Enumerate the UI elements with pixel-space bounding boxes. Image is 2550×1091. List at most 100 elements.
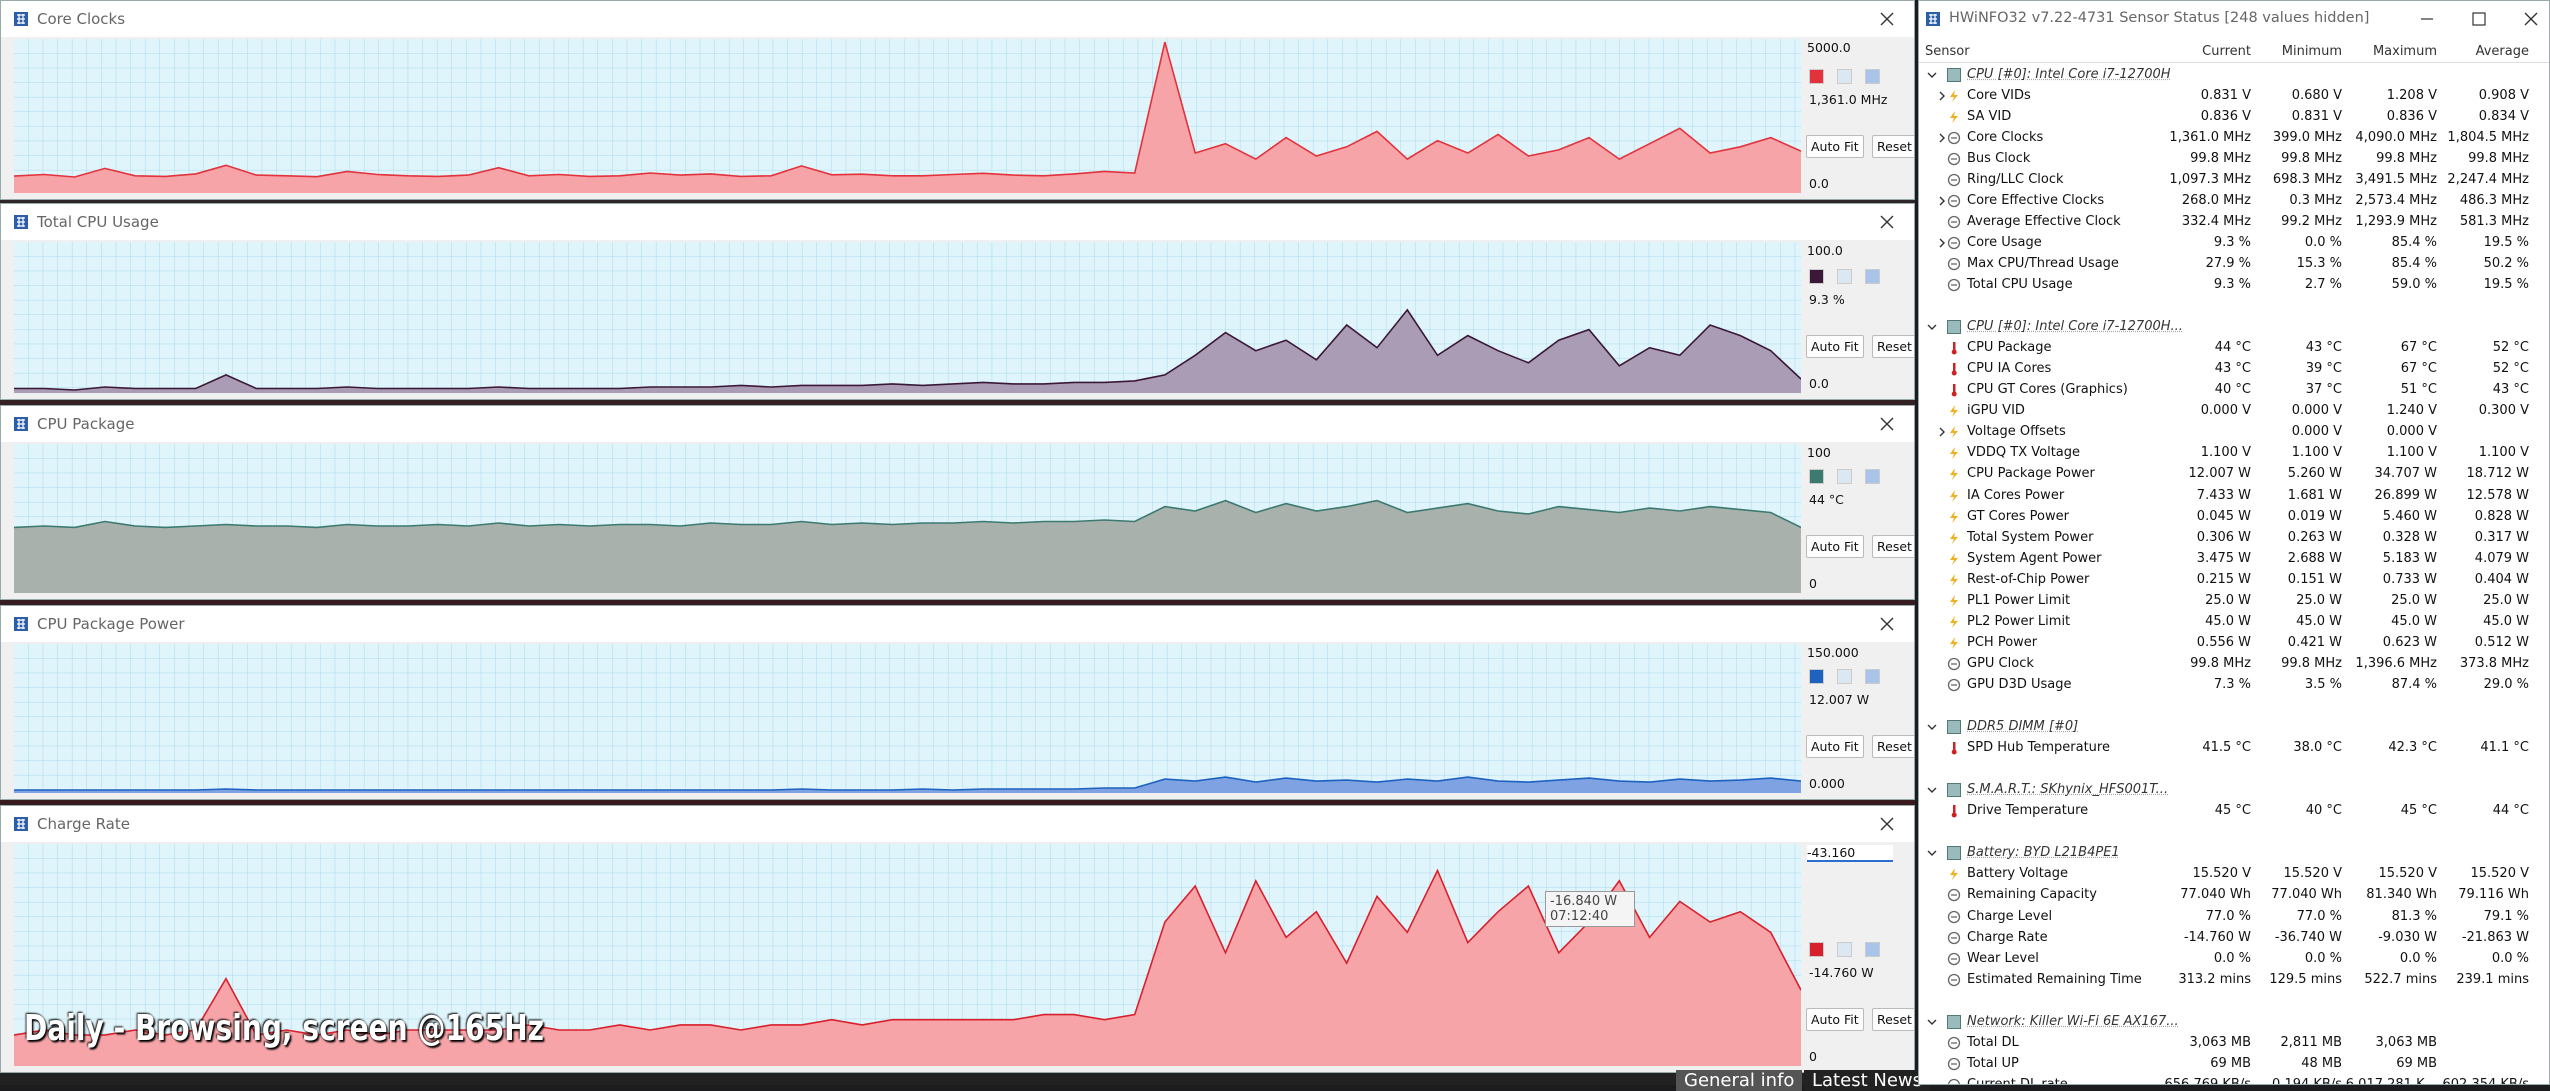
sensor-row[interactable]: SA VID 0.836 V 0.831 V 0.836 V 0.834 V [1919, 106, 2550, 127]
sensor-row[interactable]: Current DL rate 656.769 KB/s 0.194 KB/s 6,0… [1919, 1074, 2550, 1085]
sensor-row[interactable]: Total CPU Usage 9.3 % 2.7 % 59.0 % 19.5 % [1919, 274, 2550, 295]
sensor-row[interactable]: CPU GT Cores (Graphics) 40 °C 37 °C 51 °C 43… [1919, 379, 2550, 400]
graph-button[interactable]: Auto Fit [1806, 1008, 1864, 1031]
sensor-group[interactable]: Battery: BYD L21B4PE1 [1919, 842, 2550, 863]
graph-button[interactable]: Reset [1872, 135, 1915, 158]
sensor-row[interactable]: Max CPU/Thread Usage 27.9 % 15.3 % 85.4 % 50… [1919, 253, 2550, 274]
graph-button[interactable]: Auto Fit [1806, 335, 1864, 358]
sensor-row[interactable]: Bus Clock 99.8 MHz 99.8 MHz 99.8 MHz 99.8 MH… [1919, 148, 2550, 169]
expander[interactable] [1927, 848, 1937, 858]
sensor-row[interactable]: PL1 Power Limit 25.0 W 25.0 W 25.0 W 25.0 W [1919, 590, 2550, 611]
sensor-row[interactable]: System Agent Power 3.475 W 2.688 W 5.183 W 4… [1919, 548, 2550, 569]
sensor-row[interactable]: Charge Rate -14.760 W -36.740 W -9.030 W -21… [1919, 927, 2550, 948]
swatch[interactable] [1809, 669, 1824, 684]
swatch[interactable] [1809, 69, 1824, 84]
sensor-row[interactable]: PL2 Power Limit 45.0 W 45.0 W 45.0 W 45.0 W [1919, 611, 2550, 632]
minimize-button[interactable] [2419, 11, 2435, 27]
sensor-group[interactable]: CPU [#0]: Intel Core i7-12700H... [1919, 316, 2550, 337]
maximize-button[interactable] [2471, 11, 2487, 27]
swatch[interactable] [1837, 69, 1852, 84]
sensor-row[interactable]: CPU Package Power 12.007 W 5.260 W 34.707 W… [1919, 463, 2550, 484]
sensor-row[interactable]: Total DL 3,063 MB 2,811 MB 3,063 MB [1919, 1032, 2550, 1053]
sensor-row[interactable]: Remaining Capacity 77.040 Wh 77.040 Wh 81.3… [1919, 884, 2550, 905]
sensor-row[interactable]: Wear Level 0.0 % 0.0 % 0.0 % 0.0 % [1919, 948, 2550, 969]
expander[interactable] [1927, 785, 1937, 795]
sensor-row[interactable]: Average Effective Clock 332.4 MHz 99.2 MHz… [1919, 211, 2550, 232]
expander[interactable] [1927, 1017, 1937, 1027]
sensor-row[interactable]: Core Clocks 1,361.0 MHz 399.0 MHz 4,090.0 M… [1919, 127, 2550, 148]
sensor-row[interactable]: Ring/LLC Clock 1,097.3 MHz 698.3 MHz 3,491.… [1919, 169, 2550, 190]
title-bar: CPU Package Power [1, 606, 1914, 642]
sensor-group[interactable]: Network: Killer Wi-Fi 6E AX167... [1919, 1011, 2550, 1032]
sensor-value: 1,804.5 MHz [2447, 127, 2529, 148]
graph-button[interactable]: Reset [1872, 1008, 1915, 1031]
sensor-row[interactable]: Rest-of-Chip Power 0.215 W 0.151 W 0.733 W 0… [1919, 569, 2550, 590]
expander[interactable] [1927, 70, 1937, 80]
close-button[interactable] [1879, 214, 1895, 230]
close-button[interactable] [1879, 11, 1895, 27]
sensor-row[interactable]: PCH Power 0.556 W 0.421 W 0.623 W 0.512 W [1919, 632, 2550, 653]
sensor-row[interactable]: VDDQ TX Voltage 1.100 V 1.100 V 1.100 V 1.10… [1919, 442, 2550, 463]
expander[interactable] [1937, 133, 1947, 143]
swatch[interactable] [1809, 469, 1824, 484]
sensor-row[interactable]: iGPU VID 0.000 V 0.000 V 1.240 V 0.300 V [1919, 400, 2550, 421]
graph-button[interactable]: Auto Fit [1806, 735, 1864, 758]
swatch[interactable] [1809, 269, 1824, 284]
expander[interactable] [1937, 91, 1947, 101]
sensor-group[interactable]: S.M.A.R.T.: SKhynix_HFS001T... [1919, 779, 2550, 800]
graph-button[interactable]: Reset [1872, 335, 1915, 358]
close-button[interactable] [1879, 616, 1895, 632]
web-tab[interactable]: General info [1676, 1070, 1802, 1091]
sensor-row[interactable]: Charge Level 77.0 % 77.0 % 81.3 % 79.1 % [1919, 906, 2550, 927]
sensor-row[interactable]: Estimated Remaining Time 313.2 mins 129.5 … [1919, 969, 2550, 990]
sensor-row[interactable]: Battery Voltage 15.520 V 15.520 V 15.520 V 1… [1919, 863, 2550, 884]
sensor-row[interactable]: CPU Package 44 °C 43 °C 67 °C 52 °C [1919, 337, 2550, 358]
column-header[interactable]: Current [2202, 41, 2251, 62]
sensor-row[interactable]: Total UP 69 MB 48 MB 69 MB [1919, 1053, 2550, 1074]
close-button[interactable] [1879, 416, 1895, 432]
color-swatches [1809, 942, 1889, 958]
web-tab[interactable]: Latest News [1804, 1070, 1930, 1091]
swatch[interactable] [1837, 669, 1852, 684]
table-header: Sensor Current Minimum Maximum Average [1919, 41, 2550, 63]
sensor-row[interactable]: Core VIDs 0.831 V 0.680 V 1.208 V 0.908 V [1919, 85, 2550, 106]
swatch[interactable] [1837, 469, 1852, 484]
swatch[interactable] [1809, 942, 1824, 957]
expander[interactable] [1937, 427, 1947, 437]
sensor-row[interactable]: Voltage Offsets 0.000 V 0.000 V [1919, 421, 2550, 442]
sensor-row[interactable]: Core Usage 9.3 % 0.0 % 85.4 % 19.5 % [1919, 232, 2550, 253]
column-header[interactable]: Sensor [1925, 41, 1970, 62]
graph-button[interactable]: Reset [1872, 535, 1915, 558]
sensor-group[interactable]: CPU [#0]: Intel Core i7-12700H [1919, 64, 2550, 85]
sensor-row[interactable]: GPU Clock 99.8 MHz 99.8 MHz 1,396.6 MHz 373.… [1919, 653, 2550, 674]
close-button[interactable] [1879, 816, 1895, 832]
sensor-row[interactable]: CPU IA Cores 43 °C 39 °C 67 °C 52 °C [1919, 358, 2550, 379]
swatch[interactable] [1865, 269, 1880, 284]
column-header[interactable]: Average [2476, 41, 2529, 62]
graph-button[interactable]: Auto Fit [1806, 535, 1864, 558]
expander[interactable] [1937, 196, 1947, 206]
sensor-group[interactable]: DDR5 DIMM [#0] [1919, 716, 2550, 737]
column-header[interactable]: Maximum [2373, 41, 2437, 62]
swatch[interactable] [1837, 942, 1852, 957]
swatch[interactable] [1865, 669, 1880, 684]
sensor-row[interactable]: Total System Power 0.306 W 0.263 W 0.328 W 0… [1919, 527, 2550, 548]
sensor-row[interactable]: IA Cores Power 7.433 W 1.681 W 26.899 W 12.5… [1919, 485, 2550, 506]
swatch[interactable] [1865, 469, 1880, 484]
column-header[interactable]: Minimum [2282, 41, 2342, 62]
graph-button[interactable]: Reset [1872, 735, 1915, 758]
graph-window: Total CPU Usage 100.0 9.3 % Auto Fit Reset 0.… [0, 203, 1915, 400]
expander[interactable] [1927, 322, 1937, 332]
sensor-row[interactable]: SPD Hub Temperature 41.5 °C 38.0 °C 42.3 °C… [1919, 737, 2550, 758]
swatch[interactable] [1837, 269, 1852, 284]
sensor-row[interactable]: GT Cores Power 0.045 W 0.019 W 5.460 W 0.828… [1919, 506, 2550, 527]
swatch[interactable] [1865, 942, 1880, 957]
graph-button[interactable]: Auto Fit [1806, 135, 1864, 158]
expander[interactable] [1927, 722, 1937, 732]
sensor-row[interactable]: Core Effective Clocks 268.0 MHz 0.3 MHz 2,5… [1919, 190, 2550, 211]
sensor-row[interactable]: GPU D3D Usage 7.3 % 3.5 % 87.4 % 29.0 % [1919, 674, 2550, 695]
close-button[interactable] [2523, 11, 2539, 27]
sensor-row[interactable]: Drive Temperature 45 °C 40 °C 45 °C 44 °C [1919, 800, 2550, 821]
expander[interactable] [1937, 238, 1947, 248]
swatch[interactable] [1865, 69, 1880, 84]
